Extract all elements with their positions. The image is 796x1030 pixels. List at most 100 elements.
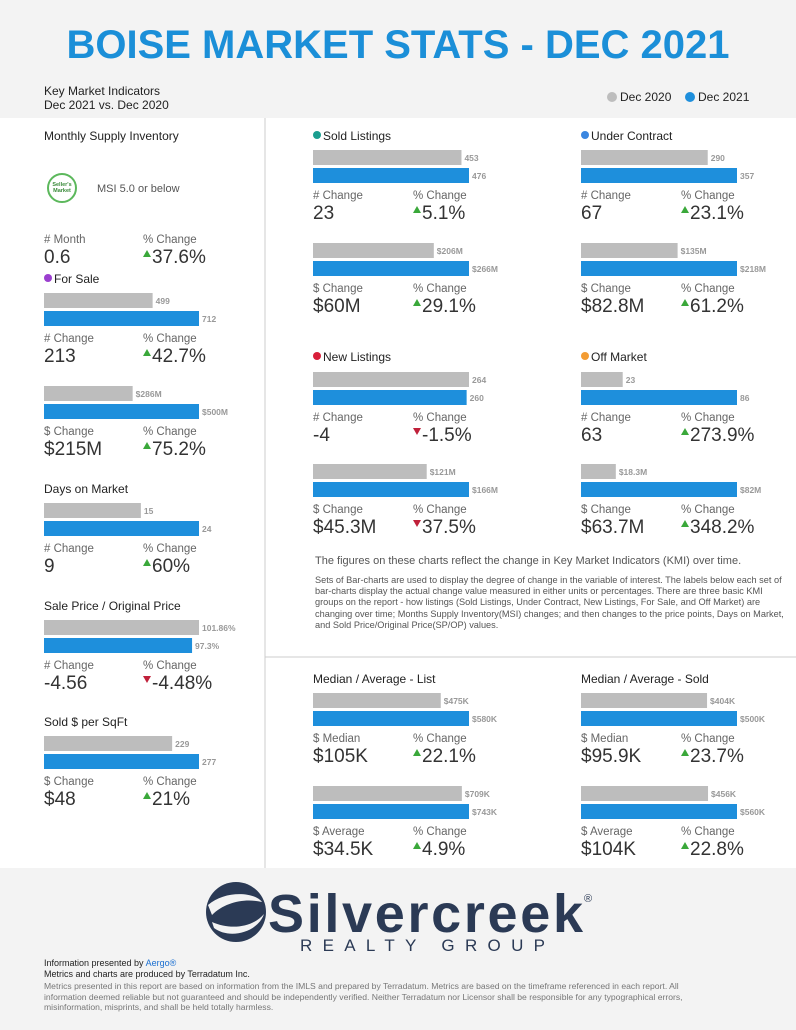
panel-title: Sold $ per SqFt <box>44 715 128 729</box>
stat-label: $ Change <box>44 776 94 788</box>
trend-arrow <box>143 792 151 799</box>
bar <box>581 464 616 479</box>
stat-value: $45.3M <box>313 517 376 538</box>
bar <box>581 261 737 276</box>
bar <box>581 150 708 165</box>
panel-dot <box>313 352 321 360</box>
bar <box>313 261 469 276</box>
trend-arrow <box>413 749 421 756</box>
bar-label: $82M <box>740 485 761 495</box>
panel-title: Sale Price / Original Price <box>44 599 181 613</box>
bar <box>313 464 427 479</box>
stat-value: 42.7% <box>152 346 206 367</box>
bar <box>313 786 462 801</box>
legend-dot <box>685 92 695 102</box>
bar <box>44 293 153 308</box>
footer-line: Information presented by Aergo® <box>44 958 176 968</box>
stat-value: 37.5% <box>422 517 476 538</box>
bar-label: $266M <box>472 264 498 274</box>
panel-note: MSI 5.0 or below <box>97 183 180 195</box>
stat-value: 4.9% <box>422 839 465 860</box>
bar <box>581 168 737 183</box>
stat-value: $63.7M <box>581 517 644 538</box>
stat-value: $95.9K <box>581 746 642 767</box>
bar <box>44 736 173 751</box>
stat-label: % Change <box>413 504 467 516</box>
bar <box>44 521 199 536</box>
stat-label: $ Change <box>313 504 363 516</box>
bar <box>313 711 469 726</box>
subtitle: Key Market Indicators <box>44 84 160 98</box>
bar <box>313 693 441 708</box>
footer-band <box>0 868 796 1030</box>
stat-label: $ Average <box>581 826 633 838</box>
stat-label: # Change <box>313 190 363 202</box>
footer-text: Information presented by <box>44 958 144 968</box>
logo-swoosh <box>208 894 264 934</box>
bar <box>581 693 708 708</box>
stat-value: $34.5K <box>313 839 374 860</box>
header-band <box>0 0 796 118</box>
bar <box>44 638 193 653</box>
bar-label: $456K <box>711 789 737 799</box>
stat-value: 9 <box>44 556 55 577</box>
stat-label: % Change <box>143 660 197 672</box>
bar-label: $135M <box>681 246 707 256</box>
bar-label: 264 <box>472 375 486 385</box>
stat-label: % Change <box>143 234 197 246</box>
bar-label: $500K <box>740 714 766 724</box>
bar-label: $218M <box>740 264 766 274</box>
trend-arrow <box>681 749 689 756</box>
bar-label: 712 <box>202 314 216 324</box>
trend-arrow <box>143 559 151 566</box>
bar <box>313 150 462 165</box>
stat-label: # Change <box>44 660 94 672</box>
bar-label: $709K <box>465 789 491 799</box>
stat-value: -4 <box>313 425 330 446</box>
panel-title: Median / Average - Sold <box>581 672 709 686</box>
legend-dot <box>607 92 617 102</box>
stat-label: % Change <box>143 776 197 788</box>
bar-label: $404K <box>710 696 736 706</box>
stat-value: -4.48% <box>152 673 212 694</box>
bar-label: $18.3M <box>619 467 647 477</box>
trend-arrow <box>413 842 421 849</box>
trend-arrow <box>681 842 689 849</box>
bar-label: 277 <box>202 757 216 767</box>
stat-value: 67 <box>581 203 602 224</box>
bar-label: $206M <box>437 246 463 256</box>
logo-mark: ® <box>584 893 592 905</box>
bar-label: $121M <box>430 467 456 477</box>
stat-label: # Change <box>581 190 631 202</box>
bar-label: 24 <box>202 524 212 534</box>
stat-value: 61.2% <box>690 296 744 317</box>
bar-label: $475K <box>444 696 470 706</box>
trend-arrow <box>413 206 421 213</box>
bar <box>44 503 141 518</box>
stat-label: $ Median <box>313 733 360 745</box>
stat-label: # Change <box>313 412 363 424</box>
panel-dot <box>581 352 589 360</box>
stat-label: % Change <box>143 333 197 345</box>
trend-arrow <box>143 250 151 257</box>
stat-value: 22.1% <box>422 746 476 767</box>
stat-label: % Change <box>413 190 467 202</box>
stat-value: 37.6% <box>152 247 206 268</box>
bar <box>44 620 199 635</box>
stat-value: 22.8% <box>690 839 744 860</box>
bar <box>44 754 199 769</box>
bar-label: 260 <box>470 393 484 403</box>
stat-value: 60% <box>152 556 190 577</box>
stat-label: % Change <box>143 543 197 555</box>
bar-label: 101.86% <box>202 623 236 633</box>
notes-headline: The figures on these charts reflect the … <box>315 555 742 567</box>
bar-label: $286M <box>136 389 162 399</box>
trend-arrow <box>681 206 689 213</box>
footer-link[interactable]: Aergo® <box>145 958 177 968</box>
bar <box>44 404 199 419</box>
stat-label: $ Average <box>313 826 365 838</box>
stat-label: # Month <box>44 234 86 246</box>
bar <box>313 243 434 258</box>
trend-arrow <box>413 428 421 435</box>
